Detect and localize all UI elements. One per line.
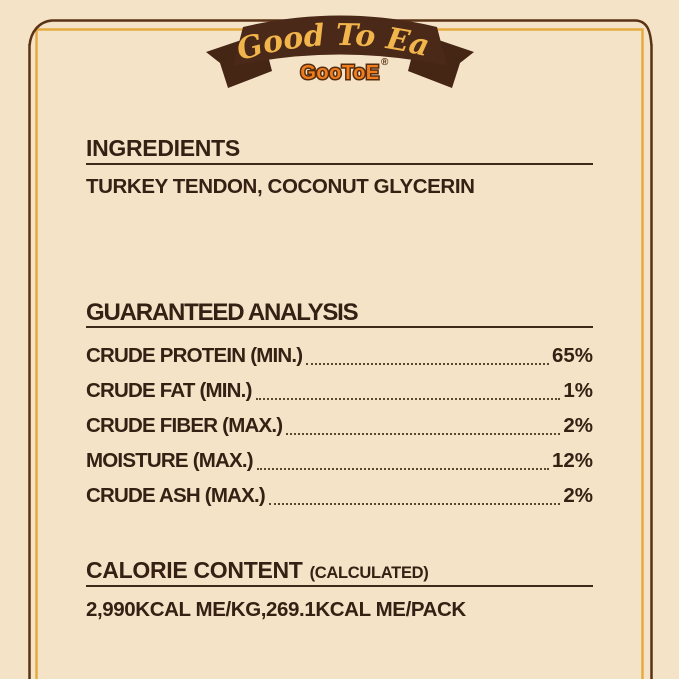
analysis-row-value: 2% <box>563 484 593 507</box>
ingredients-title: INGREDIENTS <box>86 135 240 161</box>
calorie-content-heading: CALORIE CONTENT (CALCULATED) <box>86 559 593 583</box>
analysis-row-value: 65% <box>551 344 593 367</box>
analysis-row-label: CRUDE FAT (MIN.) <box>86 379 252 402</box>
calorie-content-divider <box>86 585 593 587</box>
analysis-row-value: 1% <box>563 379 593 402</box>
registered-trademark-icon: ® <box>381 57 389 68</box>
brand-logo: GooToE <box>300 62 379 84</box>
ribbon-band <box>233 15 447 66</box>
analysis-row-value: 12% <box>551 449 593 472</box>
analysis-row-crude-protein: CRUDE PROTEIN (MIN.) 65% <box>86 338 593 373</box>
analysis-row-value: 2% <box>563 414 593 437</box>
analysis-row-label: CRUDE ASH (MAX.) <box>86 484 266 507</box>
analysis-row-label: CRUDE PROTEIN (MIN.) <box>86 344 303 367</box>
calorie-content-title: CALORIE CONTENT <box>86 557 303 583</box>
analysis-row-crude-fat: CRUDE FAT (MIN.) 1% <box>86 373 593 408</box>
guaranteed-analysis-title: GUARANTEED ANALYSIS <box>86 299 359 326</box>
analysis-row-crude-ash: CRUDE ASH (MAX.) 2% <box>86 478 593 513</box>
guaranteed-analysis-divider <box>86 326 593 328</box>
dotted-leader <box>306 363 549 365</box>
analysis-row-label: CRUDE FIBER (MAX.) <box>86 414 283 437</box>
banner-ribbon: Good To Eat GooToE ® <box>0 0 474 88</box>
ingredients-divider <box>86 163 593 165</box>
analysis-row-label: MOISTURE (MAX.) <box>86 449 254 472</box>
analysis-row-moisture: MOISTURE (MAX.) 12% <box>86 443 593 478</box>
dotted-leader <box>256 468 549 470</box>
dotted-leader <box>255 398 561 400</box>
dotted-leader <box>286 433 561 435</box>
calorie-content-subtitle: (CALCULATED) <box>309 564 429 582</box>
analysis-row-crude-fiber: CRUDE FIBER (MAX.) 2% <box>86 408 593 443</box>
ingredients-text: TURKEY TENDON, COCONUT GLYCERIN <box>86 175 475 198</box>
guaranteed-analysis-table: CRUDE PROTEIN (MIN.) 65% CRUDE FAT (MIN.… <box>86 338 593 513</box>
dotted-leader <box>268 503 561 505</box>
calorie-content-text: 2,990KCAL ME/KG,269.1KCAL ME/PACK <box>86 598 466 621</box>
